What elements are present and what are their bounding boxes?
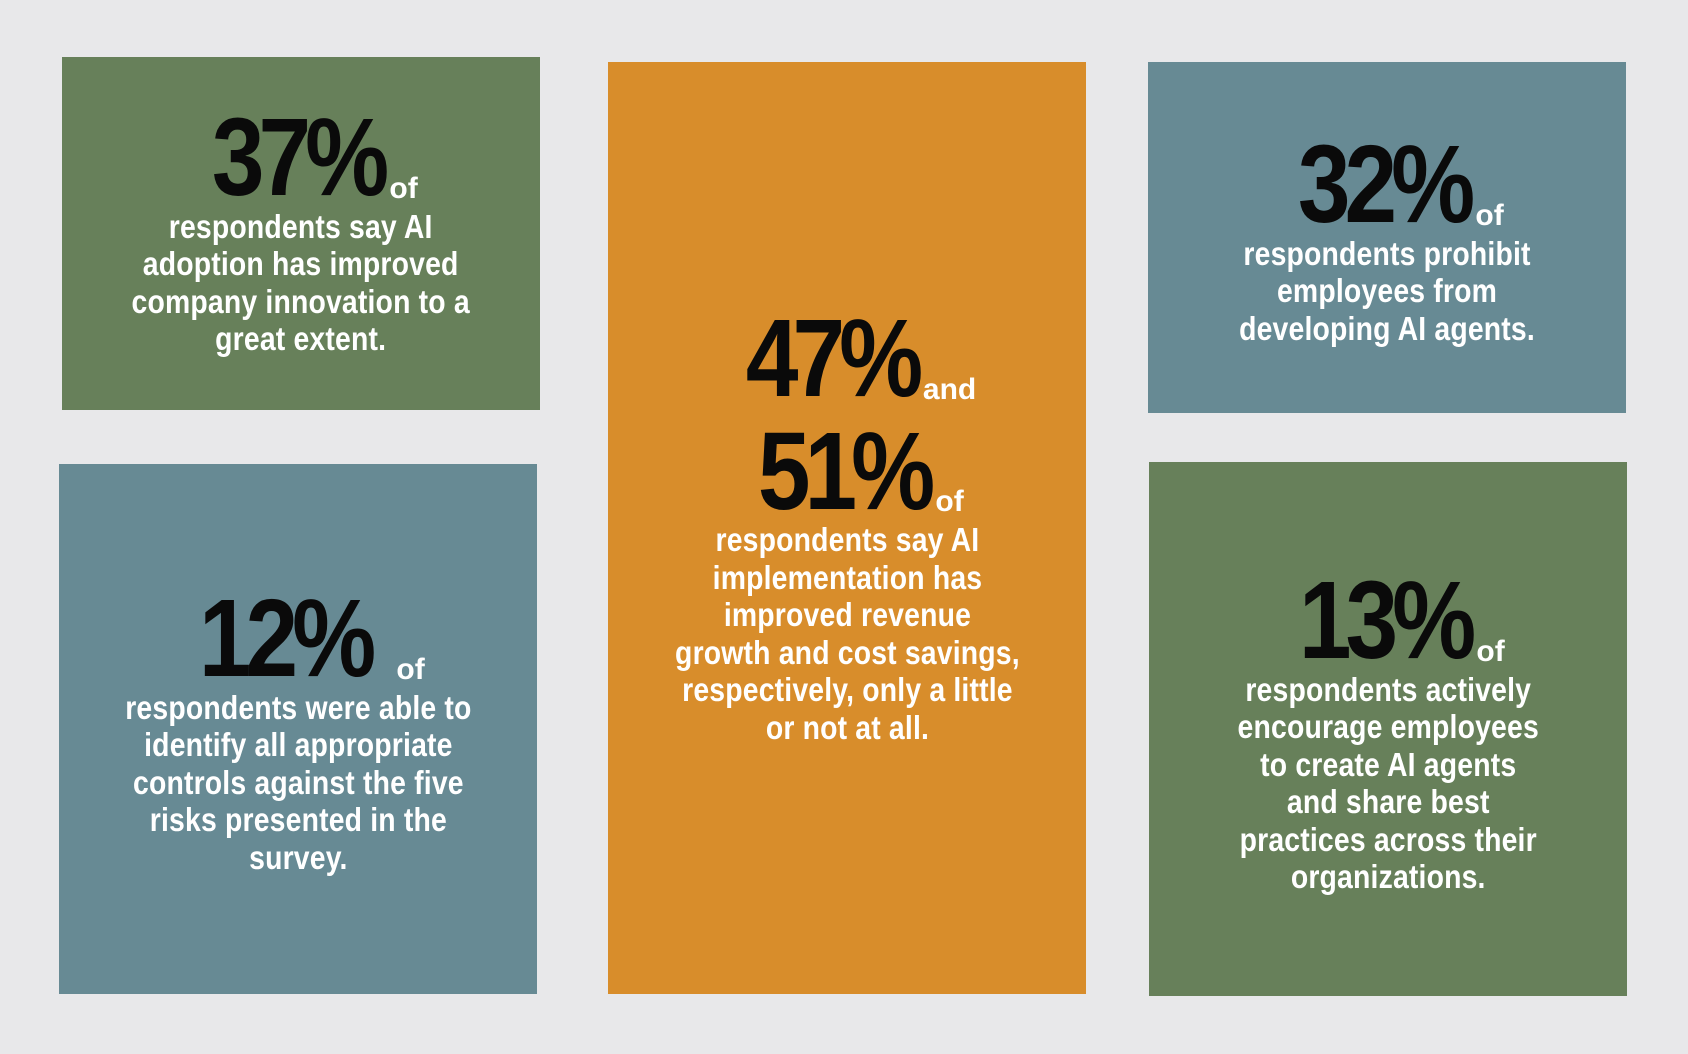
description-line: or not at all. <box>765 708 929 746</box>
encourage-stat-description: respondents actively encourage employees… <box>1237 671 1538 896</box>
revenue-stat-line-a: 47% and <box>718 297 977 420</box>
encourage-stat-value: 13% <box>1299 559 1476 682</box>
innovation-stat-line: 37% of <box>184 96 418 219</box>
revenue-stat-description: respondents say AI implementation has im… <box>675 521 1020 746</box>
prohibit-stat-value: 32% <box>1298 123 1475 246</box>
description-line: developing AI agents. <box>1239 309 1535 347</box>
description-line: organizations. <box>1290 858 1486 896</box>
revenue-stat-line-b: 51% of <box>730 409 964 533</box>
controls-stat-description: respondents were able to identify all ap… <box>125 689 471 877</box>
revenue-stat-connector-b: of <box>935 485 964 519</box>
innovation-stat-connector: of <box>389 171 418 205</box>
description-line: survey. <box>248 838 348 876</box>
revenue-stat-value-b: 51% <box>758 409 935 533</box>
controls-stat-value: 12% <box>199 577 376 700</box>
description-line: employees from <box>1276 272 1498 310</box>
description-line: to create AI agents <box>1259 745 1517 783</box>
description-line: respondents were able to <box>124 688 472 726</box>
description-line: respondents say AI <box>715 521 979 559</box>
description-line: respondents actively <box>1245 670 1531 708</box>
controls-stat-connector: of <box>396 652 425 686</box>
description-line: practices across their <box>1239 820 1537 858</box>
prohibit-stat-description: respondents prohibit employees from deve… <box>1239 235 1535 348</box>
revenue-stat-value-a: 47% <box>745 297 923 420</box>
description-line: company innovation to a <box>131 282 471 320</box>
prohibit-stat-card: 32% of respondents prohibit employees fr… <box>1148 62 1626 413</box>
description-line: respondents prohibit <box>1243 234 1531 272</box>
innovation-stat-card: 37% of respondents say AI adoption has i… <box>62 57 540 410</box>
controls-stat-card: 12% of respondents were able to identify… <box>59 464 537 994</box>
description-line: adoption has improved <box>143 245 459 283</box>
description-line: encourage employees <box>1237 708 1539 746</box>
description-line: controls against the five <box>132 763 464 801</box>
innovation-stat-description: respondents say AI adoption has improved… <box>132 208 470 358</box>
prohibit-stat-line: 32% of <box>1270 123 1504 246</box>
description-line: respondents say AI <box>169 207 433 245</box>
description-line: great extent. <box>215 320 387 358</box>
description-line: respectively, only a little <box>681 671 1013 709</box>
revenue-stat-connector-a: and <box>922 372 977 406</box>
description-line: and share best <box>1286 783 1490 821</box>
description-line: implementation has <box>712 558 982 596</box>
encourage-stat-connector: of <box>1476 634 1505 668</box>
revenue-stat-card: 47% and 51% of respondents say AI implem… <box>608 62 1086 994</box>
innovation-stat-value: 37% <box>212 96 389 219</box>
controls-stat-line: 12% of <box>171 577 425 700</box>
description-line: growth and cost savings, <box>674 633 1020 671</box>
encourage-stat-line: 13% of <box>1271 559 1505 682</box>
prohibit-stat-connector: of <box>1475 198 1504 232</box>
description-line: improved revenue <box>723 596 971 634</box>
encourage-stat-card: 13% of respondents actively encourage em… <box>1149 462 1627 996</box>
description-line: risks presented in the <box>149 801 447 839</box>
description-line: identify all appropriate <box>143 726 453 764</box>
